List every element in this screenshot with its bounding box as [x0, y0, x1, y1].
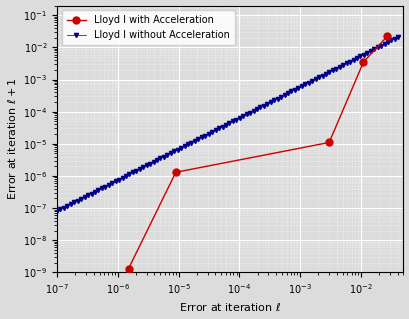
Line: Lloyd I without Acceleration: Lloyd I without Acceleration [55, 34, 403, 213]
Lloyd I with Acceleration [327, 141, 332, 145]
Line: Lloyd I with Acceleration: Lloyd I with Acceleration [125, 33, 391, 272]
Lloyd I without Acceleration [366, 50, 371, 54]
Lloyd I with Acceleration [361, 60, 366, 64]
Lloyd I with Acceleration [126, 267, 131, 271]
Lloyd I without Acceleration [54, 209, 59, 213]
Lloyd I with Acceleration [173, 170, 178, 174]
Lloyd I without Acceleration [398, 34, 403, 38]
Lloyd I with Acceleration [385, 34, 390, 38]
Lloyd I without Acceleration [265, 102, 270, 106]
Lloyd I without Acceleration [56, 209, 61, 212]
Lloyd I without Acceleration [259, 105, 264, 109]
Lloyd I without Acceleration [344, 62, 349, 65]
Y-axis label: Error at iteration $\ell + 1$: Error at iteration $\ell + 1$ [6, 78, 18, 200]
Lloyd I without Acceleration [258, 105, 263, 109]
X-axis label: Error at iteration $\ell$: Error at iteration $\ell$ [179, 301, 281, 314]
Legend: Lloyd I with Acceleration, Lloyd I without Acceleration: Lloyd I with Acceleration, Lloyd I witho… [62, 11, 235, 45]
